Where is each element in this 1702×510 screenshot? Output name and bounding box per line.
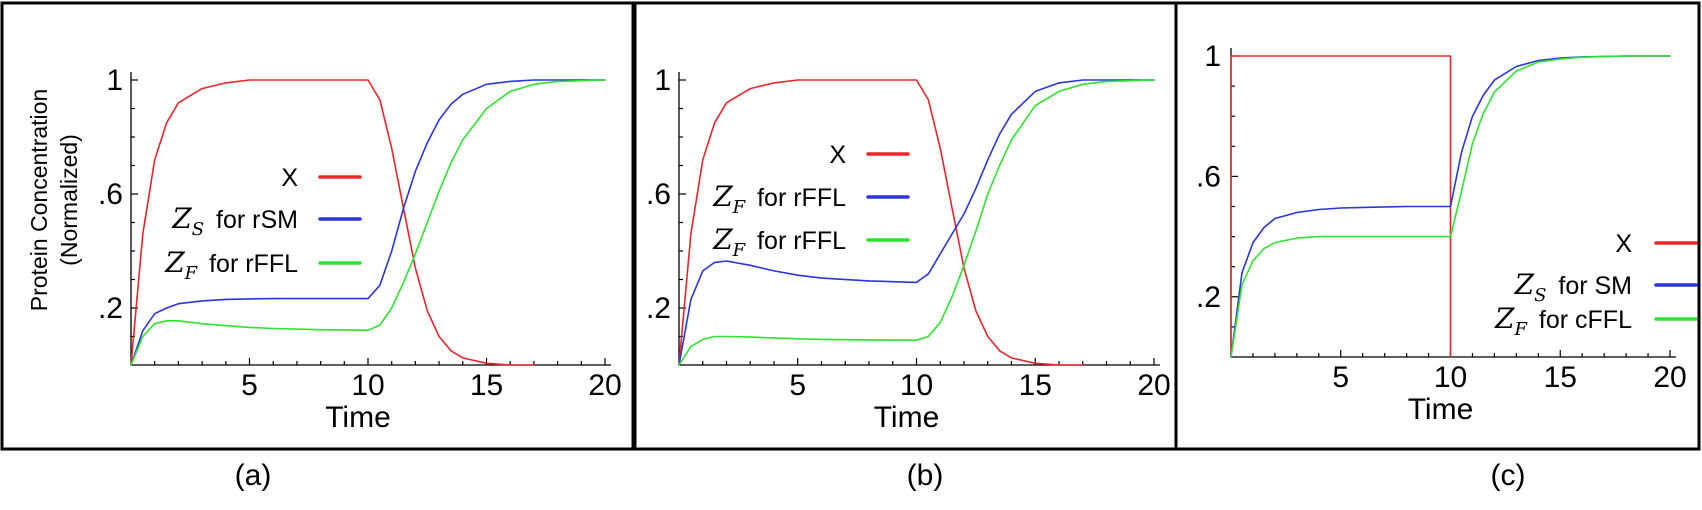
legend-item: X	[829, 141, 910, 169]
caption-a: (a)	[235, 459, 272, 492]
legend: X ZF for rFFL ZF for rFFL	[712, 141, 910, 261]
x-tick-label: 20	[1653, 361, 1686, 394]
caption-c: (c)	[1491, 459, 1526, 492]
legend-item: ZS for rSM	[171, 202, 362, 240]
legend-label: ZF for rFFL	[712, 180, 846, 218]
y-tick-label: .6	[1196, 160, 1221, 193]
panel-border	[0, 1, 635, 451]
legend-label: ZF for rFFL	[164, 246, 298, 284]
x-tick-label: 15	[1019, 369, 1052, 402]
y-axis-title: Protein Concentration (Normalized)	[26, 89, 82, 311]
legend-item: X	[1615, 230, 1698, 258]
legend-item: ZF for rFFL	[164, 246, 362, 284]
y-tick-label: .6	[646, 178, 671, 211]
x-axis-title: Time	[325, 401, 391, 434]
series-line-0	[130, 79, 535, 366]
y-tick-label: .6	[98, 178, 123, 211]
legend-label: ZS for rSM	[171, 202, 298, 240]
legend-label: X	[1615, 230, 1632, 258]
series-line-2	[678, 79, 1155, 366]
series-line-1	[130, 79, 606, 366]
y-tick-label: 1	[106, 64, 123, 97]
legend-item: ZF for cFFL	[1494, 302, 1698, 340]
x-tick-label: 10	[900, 369, 933, 402]
series-line-2	[130, 79, 606, 366]
x-axis-title: Time	[1408, 393, 1474, 426]
legend-label: ZS for SM	[1514, 268, 1632, 306]
legend-label: ZF for rFFL	[712, 223, 846, 261]
caption-b: (b)	[907, 459, 944, 492]
legend-item: X	[281, 164, 362, 192]
legend-item: ZF for rFFL	[712, 223, 910, 261]
x-tick-label: 20	[588, 369, 621, 402]
legend-label: ZF for cFFL	[1494, 302, 1632, 340]
y-tick-label: .2	[646, 292, 671, 325]
x-tick-label: 5	[1332, 361, 1349, 394]
x-tick-label: 5	[241, 369, 258, 402]
legend-item: ZF for rFFL	[712, 180, 910, 218]
legend-item: ZS for SM	[1514, 268, 1698, 306]
legend: X ZS for rSM ZF for rFFL	[164, 164, 362, 284]
x-tick-label: 15	[470, 369, 503, 402]
y-tick-label: 1	[654, 64, 671, 97]
legend-label: X	[281, 164, 298, 192]
y-tick-label: 1	[1204, 40, 1221, 73]
x-tick-label: 10	[1434, 361, 1467, 394]
x-tick-label: 10	[351, 369, 384, 402]
x-tick-label: 15	[1544, 361, 1577, 394]
panel-border	[1174, 1, 1701, 451]
legend-label: X	[829, 141, 846, 169]
x-tick-label: 20	[1137, 369, 1170, 402]
series-line-1	[1230, 55, 1671, 358]
series-line-0	[678, 79, 1084, 366]
y-tick-label: .2	[1196, 281, 1221, 314]
series-line-2	[1230, 55, 1671, 358]
y-tick-label: .2	[98, 292, 123, 325]
x-tick-label: 5	[789, 369, 806, 402]
series-line-1	[678, 79, 1155, 366]
x-axis-title: Time	[874, 401, 940, 434]
panel-a: 5 10 15 20 .2 .6 1 Time Protein Concentration (No…	[0, 1, 635, 451]
panel-b: 5 10 15 20 .2 .6 1 Time X ZF for rFFL ZF for rFFL	[633, 1, 1178, 451]
